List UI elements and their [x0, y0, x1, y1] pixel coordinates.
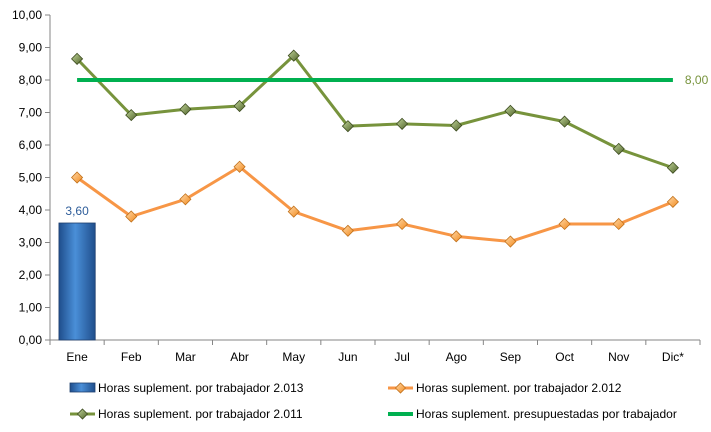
data-point — [179, 103, 192, 116]
data-point — [287, 49, 300, 62]
data-point — [287, 205, 300, 218]
y-tick-label: 6,00 — [19, 138, 43, 152]
data-point — [450, 230, 463, 243]
series-line — [76, 54, 674, 170]
x-tick-label: Dic* — [662, 350, 684, 364]
data-point — [341, 120, 354, 133]
data-point — [233, 160, 246, 173]
data-point — [125, 210, 138, 223]
y-tick-label: 2,00 — [19, 268, 43, 282]
legend-marker — [394, 382, 407, 394]
y-tick-label: 1,00 — [19, 301, 43, 315]
x-tick-label: Jun — [338, 350, 357, 364]
y-tick-label: 8,00 — [19, 73, 43, 87]
data-point — [396, 217, 409, 231]
y-tick-label: 3,00 — [19, 236, 43, 250]
data-point — [450, 119, 463, 132]
x-tick-label: Mar — [175, 350, 196, 364]
legend-label: Horas suplement. por trabajador 2.013 — [98, 381, 304, 395]
data-point — [233, 99, 246, 113]
data-point — [558, 217, 571, 231]
bars — [58, 222, 96, 341]
legend-label: Horas suplement. presupuestadas por trab… — [416, 407, 677, 421]
data-point — [125, 109, 138, 122]
y-tick-label: 5,00 — [19, 171, 43, 185]
x-tick-label: Sep — [500, 350, 522, 364]
x-tick-label: Abr — [230, 350, 249, 364]
x-tick-label: Feb — [121, 350, 142, 364]
data-point — [396, 117, 409, 130]
axes: 0,00 1,00 2,00 3,00 4,00 5,00 6,00 7,00 8,00 9,00… — [12, 8, 701, 364]
data-point — [179, 193, 192, 206]
y-tick-label: 0,00 — [19, 333, 43, 347]
x-tick-label: Oct — [555, 350, 574, 364]
y-tick-label: 10,00 — [12, 8, 42, 22]
y-tick-label: 4,00 — [19, 203, 43, 217]
data-point — [666, 161, 679, 174]
data-point — [504, 104, 517, 117]
x-tick-label: Jul — [394, 350, 409, 364]
data-point — [71, 171, 84, 184]
bar — [58, 222, 96, 341]
series-lines — [71, 49, 679, 248]
data-point — [666, 195, 679, 208]
x-tick-label: Ene — [66, 350, 88, 364]
data-point — [504, 235, 517, 248]
data-point — [612, 217, 625, 231]
x-tick-label: Ago — [446, 350, 468, 364]
line-data-label: 8,00 — [685, 73, 709, 87]
x-tick-label: May — [282, 350, 305, 364]
data-point — [341, 224, 354, 237]
legend-label: Horas suplement. por trabajador 2.012 — [416, 381, 622, 395]
legend-marker — [76, 408, 89, 420]
data-point — [558, 115, 571, 128]
bar-data-label: 3,60 — [65, 204, 89, 218]
x-tick-label: Nov — [608, 350, 629, 364]
data-point — [612, 142, 625, 155]
data-point — [71, 52, 84, 65]
legend: Horas suplement. por trabajador 2.013 Hor… — [69, 381, 677, 421]
y-tick-label: 7,00 — [19, 106, 43, 120]
y-tick-label: 9,00 — [19, 41, 43, 55]
data-labels: 3,60 8,00 — [65, 73, 708, 218]
legend-swatch — [69, 382, 96, 393]
legend-label: Horas suplement. por trabajador 2.011 — [98, 407, 303, 421]
series-line — [76, 165, 674, 244]
